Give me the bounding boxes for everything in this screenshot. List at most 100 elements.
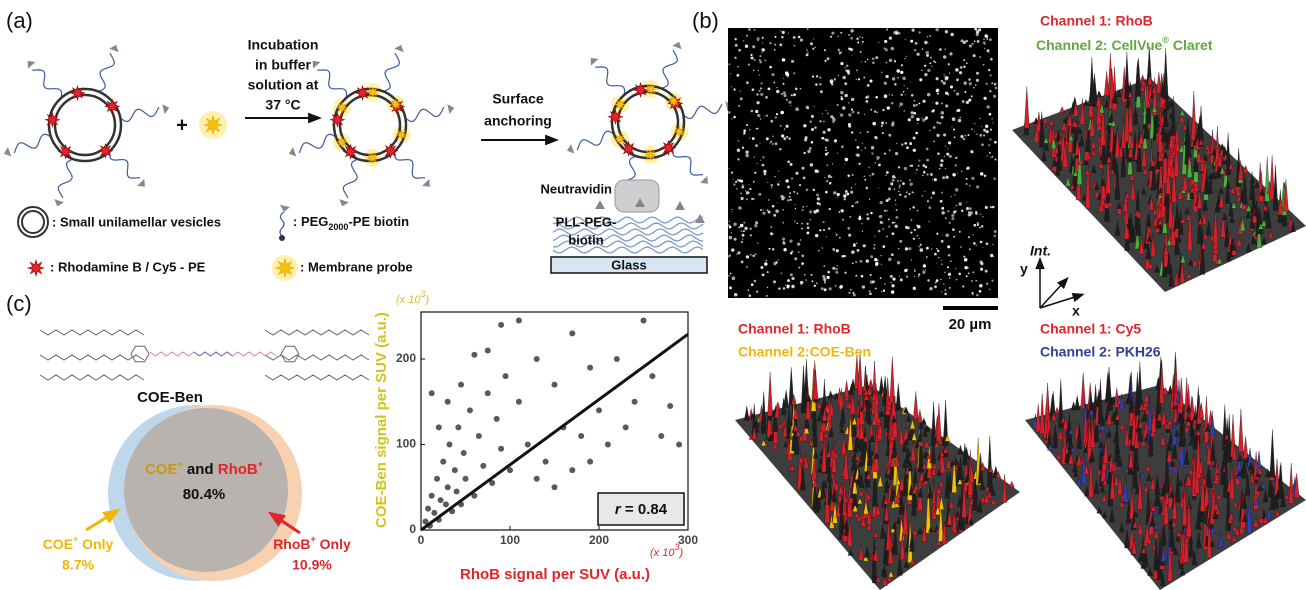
dye xyxy=(99,144,113,158)
particle xyxy=(856,37,859,40)
particle xyxy=(895,200,896,201)
particle xyxy=(857,201,859,203)
particle xyxy=(942,207,944,209)
arrow-head xyxy=(308,113,322,124)
particle xyxy=(736,74,739,77)
particle xyxy=(823,278,826,281)
particle xyxy=(776,113,778,115)
particle xyxy=(897,77,899,79)
particle xyxy=(767,209,769,211)
particle xyxy=(806,49,808,51)
spike xyxy=(784,390,789,407)
particle xyxy=(869,290,871,292)
venn-label: Only xyxy=(78,536,113,552)
particle xyxy=(856,242,858,244)
particle xyxy=(751,110,754,113)
label: PLL-PEG- xyxy=(556,214,617,229)
particle xyxy=(759,90,761,92)
point xyxy=(476,433,482,439)
y-tick-label: 100 xyxy=(396,437,416,451)
point xyxy=(446,442,452,448)
particle xyxy=(945,146,946,147)
particle xyxy=(915,132,918,135)
particle xyxy=(880,277,882,279)
particle xyxy=(844,272,846,274)
particle xyxy=(814,106,815,107)
particle xyxy=(842,106,845,109)
legend-icon xyxy=(279,235,285,241)
point xyxy=(641,318,647,324)
particle xyxy=(985,35,989,39)
particle xyxy=(929,62,931,64)
particle xyxy=(825,149,827,151)
point xyxy=(516,318,522,324)
particle xyxy=(955,68,959,72)
peg-chain xyxy=(58,159,73,198)
particle xyxy=(882,245,885,248)
particle xyxy=(809,210,812,213)
particle xyxy=(885,48,888,51)
spike xyxy=(1204,396,1209,443)
particle xyxy=(777,183,779,185)
particle xyxy=(795,208,796,209)
point xyxy=(440,459,446,465)
peg-chain xyxy=(120,107,159,121)
particle xyxy=(740,90,742,92)
molecule-bond xyxy=(131,346,149,362)
particle xyxy=(800,39,803,42)
scale-bar-label: 20 µm xyxy=(949,316,992,333)
particle xyxy=(863,244,866,247)
particle xyxy=(760,87,762,89)
particle xyxy=(737,149,740,152)
particle xyxy=(960,135,963,138)
legend-text: : PEG2000-PE biotin xyxy=(293,214,409,232)
particle xyxy=(759,61,762,64)
particle xyxy=(986,49,989,52)
particle xyxy=(815,83,818,86)
particle xyxy=(822,221,824,223)
probe xyxy=(397,130,407,140)
particle xyxy=(948,141,951,144)
particle xyxy=(867,59,868,60)
particle xyxy=(914,269,915,270)
particle xyxy=(945,104,948,107)
particle xyxy=(787,186,790,189)
particle xyxy=(795,87,798,90)
particle xyxy=(746,124,748,126)
particle xyxy=(758,70,759,71)
particle xyxy=(836,232,837,233)
particle xyxy=(941,264,942,265)
probe xyxy=(337,103,347,113)
particle xyxy=(793,36,796,39)
particle xyxy=(867,131,869,133)
particle xyxy=(888,226,890,228)
particle xyxy=(730,273,732,275)
probe xyxy=(646,84,656,94)
particle xyxy=(887,106,890,109)
particle xyxy=(963,59,965,61)
particle xyxy=(802,209,804,211)
particle xyxy=(918,31,920,33)
particle xyxy=(851,250,855,254)
particle xyxy=(922,48,924,50)
venn-label: RhoB+ Only xyxy=(273,534,351,551)
particle xyxy=(814,126,817,129)
point xyxy=(578,433,584,439)
point xyxy=(569,330,575,336)
particle xyxy=(780,195,783,198)
peg-chain xyxy=(383,53,399,91)
particle xyxy=(914,276,915,277)
particle xyxy=(769,248,771,250)
particle xyxy=(740,193,742,195)
channel-label: Channel 1: Cy5 xyxy=(1040,321,1141,337)
particle xyxy=(775,261,777,263)
x-tick-label: 200 xyxy=(589,533,609,547)
particle xyxy=(938,257,939,258)
particle xyxy=(991,82,993,84)
particle xyxy=(986,242,989,245)
venn-label: COE xyxy=(145,461,178,478)
particle xyxy=(770,184,773,187)
particle xyxy=(728,111,731,114)
x-multiplier: (x 103) xyxy=(650,542,683,559)
particle xyxy=(895,204,896,205)
